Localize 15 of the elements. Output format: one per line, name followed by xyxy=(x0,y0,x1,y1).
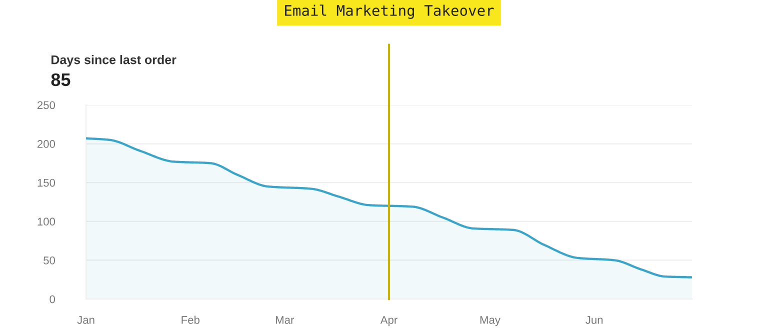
ref-line-label: Email Marketing Takeover xyxy=(285,4,494,19)
x-tick-label: Feb xyxy=(182,316,200,324)
x-tick-label: Apr xyxy=(380,316,398,326)
y-tick-label: 100 xyxy=(38,218,56,226)
x-tick-label: Mar xyxy=(276,316,294,324)
x-tick-label: Jan xyxy=(77,316,94,324)
y-tick-label: 150 xyxy=(38,178,56,187)
y-tick-label: 50 xyxy=(44,256,56,264)
y-tick-label: 250 xyxy=(37,101,56,110)
x-tick-label: Jun xyxy=(586,316,603,324)
y-tick-label: 200 xyxy=(37,140,56,148)
chart-title: Days since last order xyxy=(52,55,176,67)
x-tick-label: May xyxy=(480,316,500,326)
y-tick-label: 0 xyxy=(50,295,56,304)
chart-subtitle: 85 xyxy=(51,73,70,86)
